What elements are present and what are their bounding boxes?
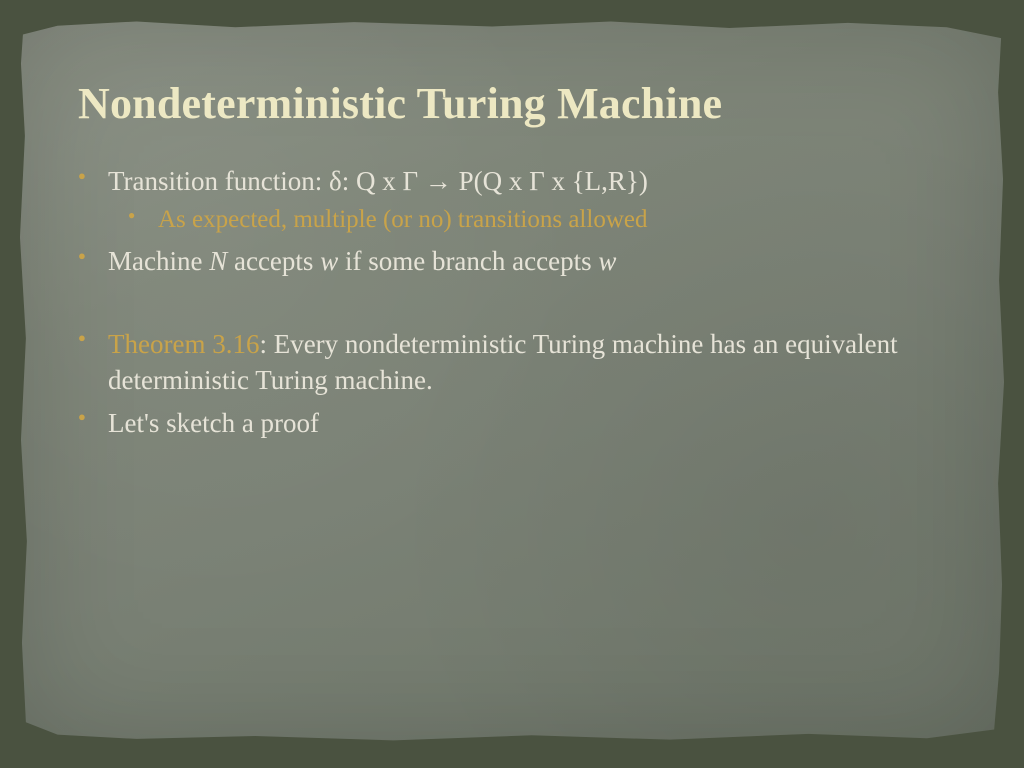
spacer	[78, 286, 952, 320]
bullet-text-italic: w	[598, 246, 616, 276]
bullet-item: Theorem 3.16: Every nondeterministic Tur…	[78, 326, 952, 399]
bullet-list: Transition function: δ: Q x Γ → P(Q x Γ …	[78, 163, 952, 441]
bullet-text: Let's sketch a proof	[108, 408, 319, 438]
bullet-item: Let's sketch a proof	[78, 405, 952, 441]
sub-bullet-item: As expected, multiple (or no) transition…	[128, 203, 952, 237]
bullet-item: Machine N accepts w if some branch accep…	[78, 243, 952, 279]
slide-title: Nondeterministic Turing Machine	[78, 78, 952, 129]
bullet-text-part: if some branch accepts	[338, 246, 598, 276]
slide-frame: Nondeterministic Turing Machine Transiti…	[0, 0, 1024, 768]
bullet-text-italic: w	[320, 246, 338, 276]
sub-bullet-list: As expected, multiple (or no) transition…	[108, 203, 952, 237]
bullet-text: Transition function: δ: Q x Γ → P(Q x Γ …	[108, 166, 648, 196]
bullet-text-part: Machine	[108, 246, 209, 276]
sub-bullet-text: As expected, multiple (or no) transition…	[158, 206, 647, 233]
bullet-text-italic: N	[209, 246, 227, 276]
slide-paper: Nondeterministic Turing Machine Transiti…	[18, 20, 1006, 744]
bullet-text-part: accepts	[227, 246, 320, 276]
theorem-label: Theorem 3.16	[108, 329, 259, 359]
bullet-item: Transition function: δ: Q x Γ → P(Q x Γ …	[78, 163, 952, 237]
